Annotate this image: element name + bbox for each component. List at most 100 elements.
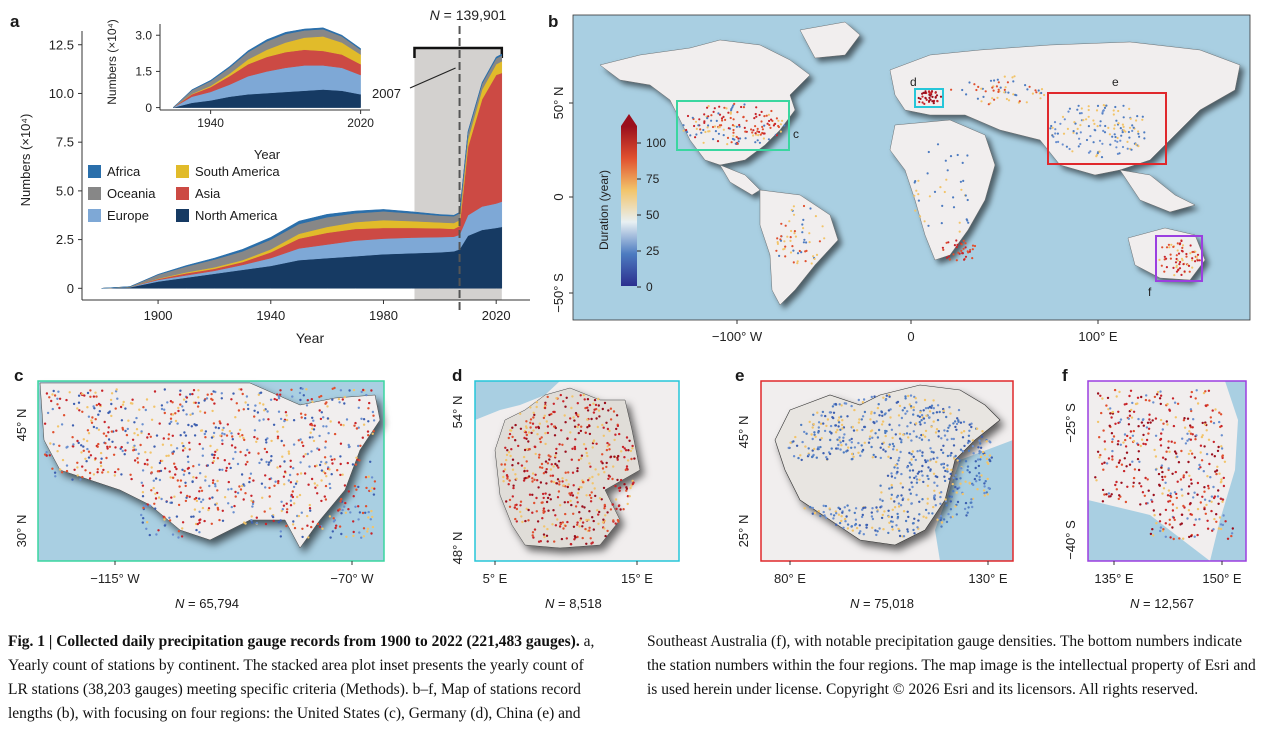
station-dot (150, 471, 153, 474)
station-dot (1154, 417, 1158, 420)
station-dot (1196, 259, 1199, 262)
station-dot (1112, 113, 1115, 116)
station-dot (155, 434, 159, 437)
station-dot (606, 445, 609, 448)
station-dot (1213, 455, 1217, 458)
station-dot (198, 490, 201, 493)
station-dot (619, 508, 622, 511)
legend-label: Asia (195, 186, 221, 201)
station-dot (269, 507, 272, 510)
station-dot (837, 425, 840, 428)
station-dot (308, 436, 312, 439)
station-dot (1160, 264, 1163, 267)
station-dot (1012, 80, 1015, 83)
station-dot (124, 429, 127, 433)
station-dot (898, 404, 902, 408)
station-dot (566, 437, 569, 440)
station-dot (204, 436, 207, 439)
station-dot (949, 500, 952, 503)
station-dot (904, 397, 907, 400)
station-dot (908, 461, 911, 464)
station-dot (1169, 492, 1172, 495)
station-dot (277, 410, 281, 413)
station-dot (175, 515, 179, 518)
station-dot (240, 388, 243, 391)
station-dot (544, 492, 547, 495)
station-dot (559, 393, 562, 397)
station-dot (842, 439, 845, 443)
station-dot (1177, 268, 1180, 271)
station-dot (930, 404, 934, 407)
station-dot (43, 422, 47, 425)
station-dot (927, 150, 930, 154)
station-dot (289, 504, 293, 507)
station-dot (1110, 432, 1114, 435)
station-dot (176, 479, 179, 482)
world-map-axes: −100° W 0 100° E50° N0−50° S (551, 14, 1251, 344)
station-dot (936, 404, 940, 407)
station-dot (968, 423, 971, 426)
station-dot (800, 458, 803, 462)
station-dot (231, 438, 234, 441)
station-dot (943, 429, 946, 432)
station-dot (258, 402, 262, 405)
panel-label-b: b (548, 12, 559, 31)
station-dot (82, 445, 85, 448)
station-dot (897, 502, 901, 505)
station-dot (318, 395, 321, 399)
station-dot (822, 504, 825, 507)
station-dot (343, 505, 346, 508)
station-dot (349, 511, 352, 514)
station-dot (812, 413, 815, 416)
station-dot (921, 92, 924, 95)
station-dot (572, 525, 576, 528)
caption-left-body: a, Yearly count of stations by continent… (8, 633, 595, 722)
station-dot (949, 155, 953, 158)
station-dot (181, 527, 184, 530)
station-dot (218, 518, 221, 522)
station-dot (591, 475, 594, 479)
station-dot (297, 514, 301, 518)
station-dot (823, 514, 826, 517)
station-dot (257, 452, 260, 455)
station-dot (502, 475, 505, 479)
station-dot (181, 468, 184, 471)
station-dot (113, 474, 117, 477)
station-dot (947, 426, 950, 429)
station-dot (727, 111, 730, 114)
station-dot (337, 421, 341, 424)
station-dot (144, 408, 147, 412)
station-dot (703, 121, 706, 124)
station-dot (1124, 445, 1128, 448)
station-dot (617, 504, 621, 508)
station-dot (368, 401, 371, 405)
station-dot (306, 524, 309, 527)
station-dot (915, 493, 918, 497)
station-dot (211, 496, 214, 499)
station-dot (923, 398, 927, 402)
station-dot (1119, 139, 1122, 142)
station-dot (952, 196, 955, 199)
legend-label: Africa (107, 164, 141, 179)
station-dot (972, 452, 975, 455)
station-dot (915, 478, 919, 481)
station-dot (935, 411, 939, 414)
station-dot (1144, 476, 1147, 480)
station-dot (231, 435, 234, 438)
station-dot (1206, 519, 1209, 522)
station-dot (861, 415, 865, 418)
station-dot (824, 414, 827, 418)
station-dot (881, 420, 885, 423)
inset-x-axis-label: Year (254, 147, 281, 162)
station-dot (916, 526, 919, 529)
station-dot (1204, 512, 1208, 515)
station-dot (1122, 129, 1125, 132)
station-dot (557, 466, 560, 469)
station-dot (216, 479, 219, 483)
station-dot (1178, 263, 1181, 266)
legend: Africa South America Oceania Asia Europe Nort… (88, 164, 318, 234)
station-dot (302, 394, 305, 397)
station-dot (961, 88, 964, 92)
station-dot (844, 520, 847, 523)
station-dot (183, 447, 187, 450)
